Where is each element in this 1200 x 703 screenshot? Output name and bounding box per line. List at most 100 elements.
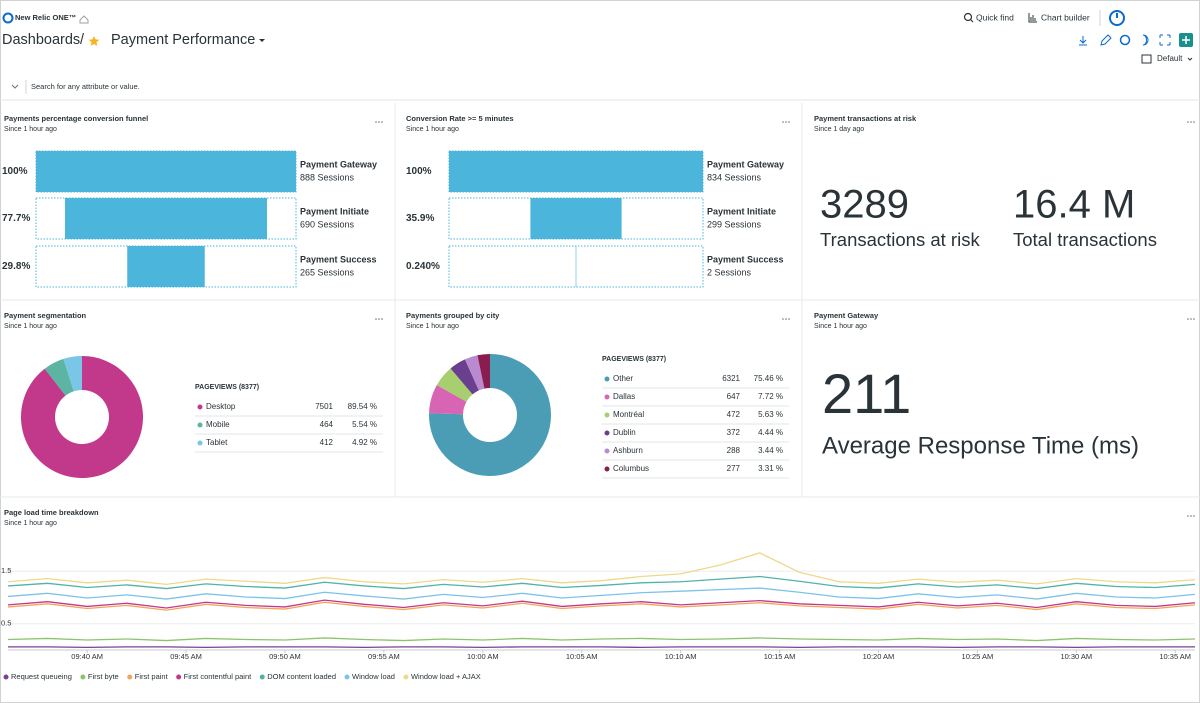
funnel-percent: 0.240% <box>406 261 440 272</box>
legend-name: Montréal <box>613 410 644 419</box>
legend-swatch[interactable] <box>80 674 86 680</box>
widget-title: Payment transactions at risk <box>814 114 917 123</box>
fullscreen-icon[interactable] <box>1159 34 1171 46</box>
widget-menu[interactable] <box>782 121 784 123</box>
widget-menu[interactable] <box>1187 121 1189 123</box>
widget-subtitle: Since 1 hour ago <box>4 520 57 527</box>
widget-menu[interactable] <box>782 318 784 320</box>
funnel-bar <box>36 151 296 192</box>
legend-swatch[interactable] <box>176 674 182 680</box>
legend-swatch[interactable] <box>3 674 9 680</box>
legend-label[interactable]: Window load + AJAX <box>411 672 481 681</box>
widget-menu[interactable] <box>785 121 787 123</box>
metric-label: Total transactions <box>1013 229 1157 250</box>
view-selector[interactable]: Default <box>1157 54 1183 63</box>
widget-menu[interactable] <box>381 121 383 123</box>
breadcrumb[interactable]: Dashboards <box>2 32 80 48</box>
legend-label[interactable]: DOM content loaded <box>267 672 336 681</box>
legend-count: 464 <box>320 420 334 429</box>
widget-menu[interactable] <box>1190 318 1192 320</box>
widget-subtitle: Since 1 hour ago <box>814 323 867 330</box>
legend-label[interactable]: First paint <box>135 672 169 681</box>
legend-swatch <box>604 448 610 454</box>
metric-value: 211 <box>822 362 911 425</box>
legend-share: 3.31 % <box>758 464 783 473</box>
calendar-icon[interactable] <box>1141 54 1152 64</box>
legend-swatch <box>197 422 203 428</box>
legend-swatch <box>604 466 610 472</box>
series-line <box>7 575 1196 590</box>
widget-menu[interactable] <box>378 318 380 320</box>
quick-find[interactable]: Quick find <box>976 12 1014 22</box>
widget-menu[interactable] <box>1193 318 1195 320</box>
dropdown-caret[interactable] <box>259 39 265 42</box>
widget-menu[interactable] <box>381 318 383 320</box>
metric-value: 16.4 M <box>1013 183 1135 227</box>
funnel-step-name: Payment Initiate <box>300 206 369 216</box>
x-tick-label: 10:25 AM <box>962 652 994 661</box>
widget-title: Payment segmentation <box>4 311 87 320</box>
widget-menu[interactable] <box>378 121 380 123</box>
funnel-percent: 100% <box>2 166 28 177</box>
search-icon[interactable] <box>963 12 973 22</box>
edit-icon[interactable] <box>1100 34 1112 46</box>
filter-caret[interactable] <box>11 84 19 89</box>
widget-menu[interactable] <box>1190 121 1192 123</box>
favorite-star[interactable] <box>88 36 100 46</box>
legend-swatch <box>604 412 610 418</box>
legend-swatch[interactable] <box>127 674 133 680</box>
widget-menu[interactable] <box>1193 121 1195 123</box>
x-tick-label: 10:00 AM <box>467 652 499 661</box>
dropdown-caret[interactable] <box>1187 57 1193 61</box>
legend-swatch[interactable] <box>403 674 409 680</box>
metric-value: 3289 <box>820 183 909 227</box>
widget-title: Payments percentage conversion funnel <box>4 114 148 123</box>
legend-name: Ashburn <box>613 446 643 455</box>
legend-label[interactable]: First byte <box>88 672 119 681</box>
widget-menu[interactable] <box>785 318 787 320</box>
funnel-step-name: Payment Initiate <box>707 206 776 216</box>
legend-count: 412 <box>320 438 334 447</box>
legend-label[interactable]: Request queueing <box>11 672 72 681</box>
logo[interactable] <box>2 12 14 24</box>
legend-swatch[interactable] <box>344 674 350 680</box>
legend-count: 647 <box>727 392 741 401</box>
legend-label[interactable]: Window load <box>352 672 395 681</box>
funnel-percent: 35.9% <box>406 213 434 224</box>
widget-menu[interactable] <box>1187 515 1189 517</box>
funnel-percent: 100% <box>406 166 432 177</box>
donut-slice <box>429 354 552 476</box>
home-icon[interactable] <box>79 15 89 24</box>
dark-mode-icon[interactable] <box>1142 34 1149 46</box>
widget-menu[interactable] <box>375 318 377 320</box>
legend-swatch <box>197 440 203 446</box>
widget-menu[interactable] <box>375 121 377 123</box>
widget-title: Payments grouped by city <box>406 311 500 320</box>
chart-builder[interactable]: Chart builder <box>1041 12 1090 22</box>
settings-icon[interactable] <box>1119 34 1131 46</box>
widget-menu[interactable] <box>788 318 790 320</box>
funnel-step-sessions: 2 Sessions <box>707 267 752 277</box>
x-tick-label: 09:40 AM <box>71 652 103 661</box>
chart-icon[interactable] <box>1028 13 1037 23</box>
widget-menu[interactable] <box>788 121 790 123</box>
x-tick-label: 09:45 AM <box>170 652 202 661</box>
donut-slice <box>450 359 479 395</box>
legend-label[interactable]: First contentful paint <box>184 672 252 681</box>
widget-menu[interactable] <box>1190 515 1192 517</box>
widget-menu[interactable] <box>1193 515 1195 517</box>
donut-slice <box>429 385 467 415</box>
donut-slice <box>21 356 144 478</box>
funnel-step-sessions: 834 Sessions <box>707 172 762 182</box>
add-icon <box>1182 36 1190 44</box>
widget-menu[interactable] <box>1187 318 1189 320</box>
legend-share: 4.44 % <box>758 428 783 437</box>
legend-share: 89.54 % <box>348 402 377 411</box>
download-icon[interactable] <box>1079 36 1087 46</box>
widget-subtitle: Since 1 hour ago <box>4 323 57 330</box>
funnel-step-name: Payment Gateway <box>707 159 784 169</box>
legend-swatch <box>604 394 610 400</box>
legend-share: 5.54 % <box>352 420 377 429</box>
dashboard-title: Payment Performance <box>111 32 255 48</box>
legend-swatch[interactable] <box>259 674 265 680</box>
